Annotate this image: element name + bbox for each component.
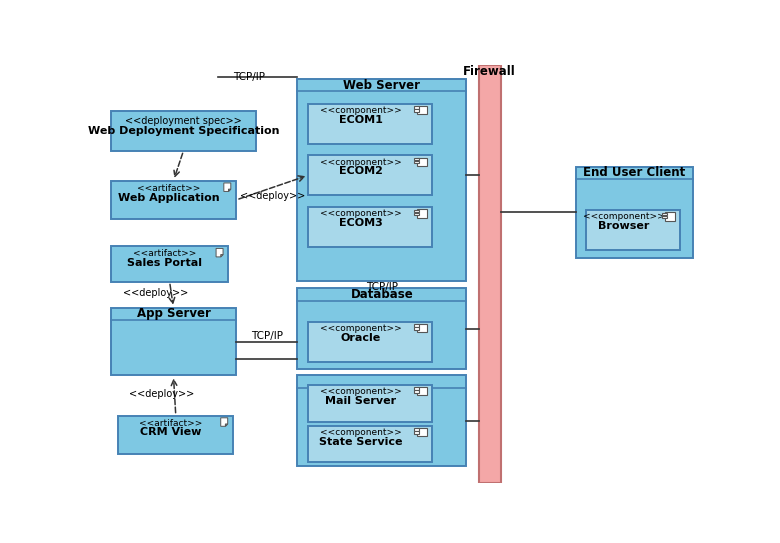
Text: State Service: State Service	[319, 437, 402, 447]
Bar	[576, 167, 693, 258]
Bar	[111, 111, 257, 150]
Text: Sales Portal: Sales Portal	[127, 258, 203, 268]
Bar	[297, 375, 466, 466]
Bar	[414, 110, 419, 112]
Text: App Server: App Server	[136, 307, 211, 320]
Bar	[308, 155, 432, 195]
Bar	[308, 207, 432, 247]
Text: <<deployment spec>>: <<deployment spec>>	[125, 116, 242, 125]
Bar	[417, 324, 427, 332]
Polygon shape	[221, 418, 228, 426]
Text: ECOM2: ECOM2	[339, 166, 383, 176]
Text: <<artifact>>: <<artifact>>	[137, 184, 200, 193]
Text: <<component>>: <<component>>	[320, 157, 402, 167]
Bar	[308, 104, 432, 144]
Bar	[417, 157, 427, 166]
Polygon shape	[221, 255, 223, 257]
Bar	[414, 210, 419, 212]
Bar	[308, 321, 432, 362]
Bar	[479, 65, 501, 483]
Bar	[414, 161, 419, 163]
Bar	[414, 106, 419, 109]
Text: <<component>>: <<component>>	[583, 212, 665, 222]
Polygon shape	[229, 189, 231, 192]
Text: <<component>>: <<component>>	[320, 387, 402, 396]
Text: <<component>>: <<component>>	[320, 106, 402, 115]
Bar	[297, 79, 466, 281]
Text: TCP/IP: TCP/IP	[232, 72, 264, 81]
Bar	[111, 246, 229, 281]
Polygon shape	[224, 183, 231, 192]
Text: CRM View: CRM View	[140, 427, 202, 438]
Bar	[297, 288, 466, 369]
Bar	[662, 216, 667, 218]
Text: Mail Server: Mail Server	[325, 396, 396, 406]
Text: Firewall: Firewall	[463, 65, 516, 78]
Text: Oracle: Oracle	[341, 333, 381, 343]
Bar	[308, 384, 432, 422]
Bar	[414, 158, 419, 160]
Bar	[665, 212, 675, 220]
Text: Web Deployment Specification: Web Deployment Specification	[88, 127, 279, 136]
Bar	[414, 428, 419, 431]
Text: <<component>>: <<component>>	[320, 428, 402, 437]
Text: Database: Database	[350, 288, 413, 301]
Polygon shape	[225, 424, 228, 426]
Text: Browser: Browser	[598, 221, 650, 231]
Bar	[417, 106, 427, 115]
Bar	[662, 213, 667, 215]
Bar	[414, 390, 419, 393]
Text: <<component>>: <<component>>	[320, 324, 402, 333]
Bar	[417, 387, 427, 395]
Bar	[414, 324, 419, 326]
Bar	[586, 210, 680, 250]
Text: ECOM1: ECOM1	[339, 115, 383, 125]
Text: TCP/IP: TCP/IP	[366, 282, 398, 292]
Bar	[414, 431, 419, 434]
Text: <<component>>: <<component>>	[320, 209, 402, 218]
Text: <<artifact>>: <<artifact>>	[140, 419, 203, 428]
Bar	[111, 308, 236, 375]
Bar	[417, 428, 427, 436]
Text: Web Application: Web Application	[118, 193, 220, 203]
Bar	[119, 415, 233, 454]
Bar	[414, 387, 419, 390]
Text: <<artifact>>: <<artifact>>	[133, 249, 197, 258]
Text: End User Client: End User Client	[583, 167, 686, 179]
Bar	[308, 426, 432, 463]
Bar	[417, 209, 427, 218]
Text: ECOM3: ECOM3	[339, 218, 383, 228]
Text: Web Server: Web Server	[343, 79, 420, 92]
Polygon shape	[216, 248, 223, 257]
Bar	[414, 213, 419, 215]
Text: <<deploy>>: <<deploy>>	[123, 288, 188, 298]
Bar	[111, 181, 236, 219]
Text: TCP/IP: TCP/IP	[251, 331, 283, 341]
Bar	[414, 327, 419, 330]
Text: <<deploy>>: <<deploy>>	[239, 191, 305, 201]
Text: <<deploy>>: <<deploy>>	[129, 389, 194, 399]
